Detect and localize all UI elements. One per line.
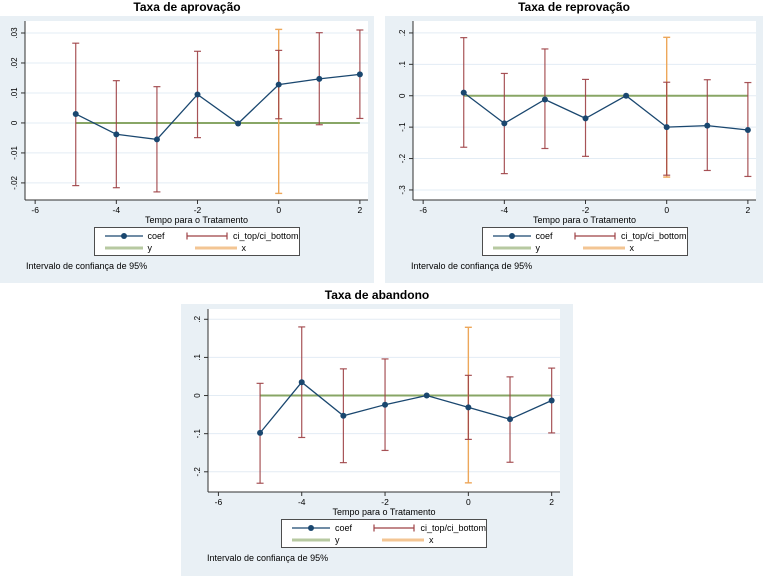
legend-item-x: x <box>579 243 635 253</box>
legend-label-x: x <box>429 535 434 545</box>
svg-text:-4: -4 <box>501 205 509 215</box>
legend-item-y: y <box>282 535 378 545</box>
chart-taxa-de-aprovacao: Taxa de aprovação .03 .02 .01 0 -.01 -.02 -6 -4… <box>0 0 374 283</box>
svg-text:0: 0 <box>398 93 407 98</box>
svg-text:-4: -4 <box>298 497 306 507</box>
svg-text:.03: .03 <box>10 27 19 39</box>
x-line-swatch-icon <box>382 535 424 545</box>
legend-label-ci: ci_top/ci_bottom <box>232 231 299 241</box>
legend-label-coef: coef <box>335 523 353 533</box>
svg-text:-.3: -.3 <box>398 185 407 195</box>
y-line-swatch-icon <box>292 535 330 545</box>
svg-text:.2: .2 <box>193 315 202 322</box>
legend-item-coef: coef <box>95 231 182 241</box>
graph-region: .2 .1 0 -.1 -.2 -6 -4 -2 0 2 Tempo para o Tratame… <box>181 304 573 576</box>
legend-item-ci: ci_top/ci_bottom <box>182 231 299 241</box>
svg-text:-.1: -.1 <box>398 122 407 132</box>
svg-text:-6: -6 <box>419 205 427 215</box>
svg-text:0: 0 <box>10 120 19 125</box>
legend-item-y: y <box>483 243 579 253</box>
legend-label-x: x <box>629 243 635 253</box>
svg-text:2: 2 <box>746 205 751 215</box>
legend-item-coef: coef <box>483 231 570 241</box>
chart-taxa-de-abandono: Taxa de abandono .2 .1 0 -.1 -.2 -6 -4 -2 0 2 Tem… <box>181 288 573 576</box>
svg-text:0: 0 <box>466 497 471 507</box>
confidence-note: Intervalo de confiança de 95% <box>26 261 148 271</box>
svg-text:.2: .2 <box>398 29 407 36</box>
x-line-swatch-icon <box>194 243 237 253</box>
svg-text:0: 0 <box>664 205 669 215</box>
legend-label-y: y <box>147 243 153 253</box>
coef-line-swatch-icon <box>292 523 330 533</box>
confidence-note: Intervalo de confiança de 95% <box>207 553 329 563</box>
legend-label-ci: ci_top/ci_bottom <box>620 231 687 241</box>
graph-region: .2 .1 0 -.1 -.2 -.3 -6 -4 -2 0 2 Tempo para o Trat… <box>385 16 763 283</box>
legend-box: coef ci_top/ci_bottom y x <box>281 519 487 548</box>
svg-text:0: 0 <box>193 393 202 398</box>
legend-box: coef ci_top/ci_bottom y x <box>481 227 688 256</box>
y-line-swatch-icon <box>104 243 143 253</box>
legend-item-ci: ci_top/ci_bottom <box>570 231 687 241</box>
x-axis-title: Tempo para o Tratamento <box>332 507 436 517</box>
legend-label-coef: coef <box>535 231 553 241</box>
chart-title: Taxa de aprovação <box>0 0 374 16</box>
plot-area: .2 .1 0 -.1 -.2 -6 -4 -2 0 2 <box>193 309 560 507</box>
chart-title: Taxa de reprovação <box>385 0 763 16</box>
legend-item-x: x <box>191 243 247 253</box>
chart-title: Taxa de abandono <box>181 288 573 304</box>
legend-item-x: x <box>378 535 434 545</box>
legend-box: coef ci_top/ci_bottom y x <box>93 227 300 256</box>
x-axis-title: Tempo para o Tratamento <box>532 215 637 225</box>
svg-text:-.2: -.2 <box>398 153 407 163</box>
svg-text:-.01: -.01 <box>10 145 19 159</box>
svg-text:2: 2 <box>358 205 363 215</box>
svg-text:-4: -4 <box>113 205 121 215</box>
ci-errorbar-swatch-icon <box>373 523 416 533</box>
ci-errorbar-swatch-icon <box>186 231 228 241</box>
x-axis-title: Tempo para o Tratamento <box>144 215 249 225</box>
coef-line-swatch-icon <box>104 231 143 241</box>
svg-text:-.2: -.2 <box>193 467 202 477</box>
plot-area: .03 .02 .01 0 -.01 -.02 -6 -4 -2 0 2 <box>10 21 368 215</box>
legend-label-y: y <box>335 535 340 545</box>
legend-item-ci: ci_top/ci_bottom <box>369 523 486 533</box>
svg-text:.1: .1 <box>193 354 202 361</box>
legend-label-x: x <box>241 243 247 253</box>
svg-text:-.1: -.1 <box>193 428 202 438</box>
svg-text:.01: .01 <box>10 87 19 99</box>
svg-text:-6: -6 <box>215 497 223 507</box>
plot-area: .2 .1 0 -.1 -.2 -.3 -6 -4 -2 0 2 <box>398 21 756 215</box>
coef-line-swatch-icon <box>492 231 531 241</box>
graph-region: .03 .02 .01 0 -.01 -.02 -6 -4 -2 0 2 Tempo para o … <box>0 16 374 283</box>
legend-item-y: y <box>95 243 191 253</box>
svg-text:-.02: -.02 <box>10 175 19 189</box>
y-line-swatch-icon <box>492 243 531 253</box>
legend-item-coef: coef <box>282 523 369 533</box>
ci-errorbar-swatch-icon <box>574 231 616 241</box>
svg-text:-2: -2 <box>194 205 202 215</box>
confidence-note: Intervalo de confiança de 95% <box>411 261 533 271</box>
x-line-swatch-icon <box>582 243 625 253</box>
legend-label-y: y <box>535 243 541 253</box>
svg-text:-2: -2 <box>381 497 389 507</box>
svg-text:2: 2 <box>549 497 554 507</box>
svg-text:-6: -6 <box>31 205 39 215</box>
legend-label-ci: ci_top/ci_bottom <box>420 523 486 533</box>
svg-text:.02: .02 <box>10 57 19 69</box>
svg-text:-2: -2 <box>582 205 590 215</box>
chart-taxa-de-reprovacao: Taxa de reprovação .2 .1 0 -.1 -.2 -.3 -6 -4 -2 0… <box>385 0 763 283</box>
svg-text:0: 0 <box>276 205 281 215</box>
legend-label-coef: coef <box>147 231 165 241</box>
svg-text:.1: .1 <box>398 60 407 67</box>
